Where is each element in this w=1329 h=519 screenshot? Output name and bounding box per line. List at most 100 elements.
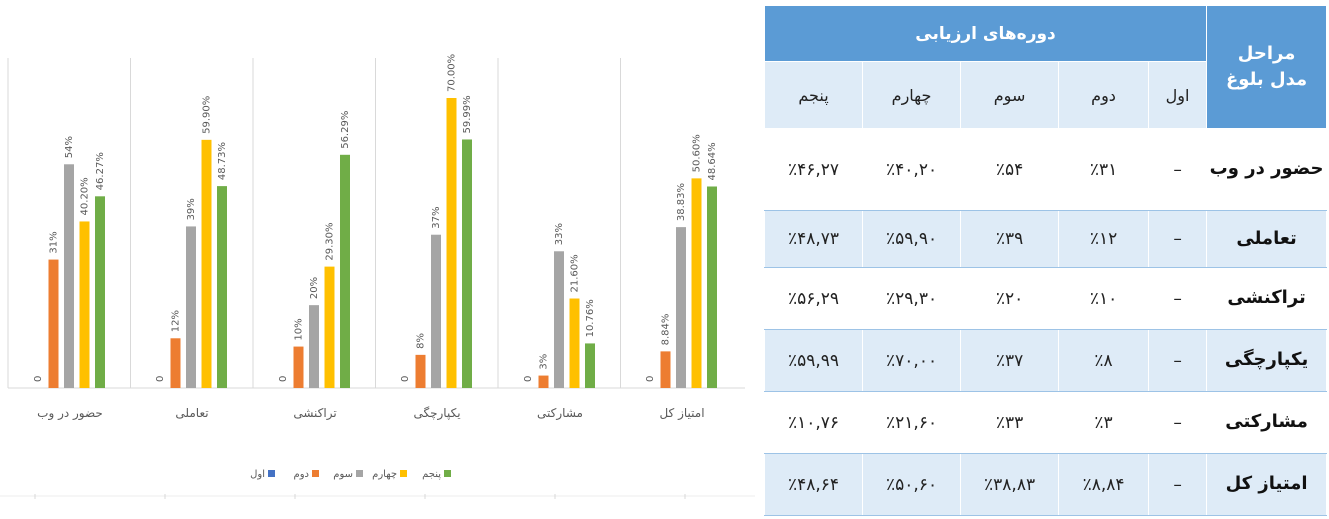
data-label: 12% [171,310,182,332]
category-label: تعاملی [175,406,208,420]
bar [570,299,580,388]
bar [707,186,717,388]
data-label: 10.76% [585,299,596,337]
data-label: 39% [186,198,197,220]
data-label: 3% [539,354,550,370]
row-label: حضور در وب [1207,129,1327,211]
table-cell: ٪۳ [1059,392,1149,454]
table-cell: – [1149,454,1207,516]
data-label: 59.90% [202,96,213,134]
data-label: 48.64% [707,142,718,180]
row-label: تراکنشی [1207,268,1327,330]
table-cell: ٪۴۸,۷۳ [765,211,863,268]
table-cell: ٪۳۷ [961,330,1059,392]
table-cell: ٪۵۹,۹۰ [863,211,961,268]
category-label: مشارکتی [537,406,583,421]
bar [202,140,212,388]
data-label: 20% [309,277,320,299]
category-label: یکپارچگی [413,406,460,421]
table-row: یکپارچگی – ٪۸ ٪۳۷ ٪۷۰,۰۰ ٪۵۹,۹۹ [765,330,1327,392]
bar [340,155,350,388]
table-cell: ٪۲۰ [961,268,1059,330]
bar [171,338,181,388]
table-row: حضور در وب – ٪۳۱ ٪۵۴ ٪۴۰,۲۰ ٪۴۶,۲۷ [765,129,1327,211]
bar [554,251,564,388]
table-cell: ٪۲۱,۶۰ [863,392,961,454]
legend-swatch [312,470,319,477]
bar [64,164,74,388]
row-label: یکپارچگی [1207,330,1327,392]
category-label: امتیاز کل [659,406,704,421]
period-col-1: اول [1149,62,1207,129]
bar [294,347,304,388]
table-cell: ٪۴۶,۲۷ [765,129,863,211]
data-label: 0 [155,376,166,382]
table-cell: ٪۸ [1059,330,1149,392]
legend-swatch [356,470,363,477]
table-row: امتیاز کل – ٪۸,۸۴ ٪۳۸,۸۳ ٪۵۰,۶۰ ٪۴۸,۶۴ [765,454,1327,516]
table-cell: – [1149,268,1207,330]
table-cell: ٪۵۴ [961,129,1059,211]
bar [447,98,457,388]
bar-chart: 0 31% 54% 40.20% 46.27% حضور در وب 0 12% 39% 59.9… [0,0,760,519]
bar [186,226,196,388]
bar [539,376,549,388]
data-label: 56.29% [340,111,351,149]
table-cell: – [1149,211,1207,268]
table-cell: – [1149,392,1207,454]
legend-label: پنجم [422,469,441,480]
data-label: 21.60% [570,254,581,292]
table-cell: ٪۴۸,۶۴ [765,454,863,516]
data-label: 70.00% [447,54,458,92]
stage-header-line-1: مراحل [1207,41,1326,67]
data-label: 8.84% [661,314,672,346]
table-cell: ٪۴۰,۲۰ [863,129,961,211]
stage-header-line-2: مدل بلوغ [1207,67,1326,93]
bar [431,235,441,388]
legend-swatch [400,470,407,477]
table-cell: – [1149,129,1207,211]
period-col-2: دوم [1059,62,1149,129]
table-cell: ٪۷۰,۰۰ [863,330,961,392]
bar [80,221,90,388]
bar [309,305,319,388]
table-cell: ٪۱۲ [1059,211,1149,268]
legend-swatch [444,470,451,477]
bar [416,355,426,388]
data-label: 54% [64,136,75,158]
bar [49,260,59,388]
data-label: 46.27% [95,152,106,190]
legend-swatch [268,470,275,477]
data-label: 10% [294,318,305,340]
legend-label: دوم [294,469,309,480]
legend-label: اول [250,469,265,480]
table-cell: ٪۳۱ [1059,129,1149,211]
data-label: 59.99% [462,95,473,133]
table-row: تعاملی – ٪۱۲ ٪۳۹ ٪۵۹,۹۰ ٪۴۸,۷۳ [765,211,1327,268]
data-label: 0 [523,376,534,382]
data-label: 40.20% [80,177,91,215]
category-label: تراکنشی [293,406,336,421]
maturity-table-container: مراحل مدل بلوغ دوره‌های ارزیابی اول دوم … [764,5,1326,515]
period-col-5: پنجم [765,62,863,129]
bar [325,267,335,388]
table-row: مشارکتی – ٪۳ ٪۳۳ ٪۲۱,۶۰ ٪۱۰,۷۶ [765,392,1327,454]
table-cell: ٪۵۶,۲۹ [765,268,863,330]
row-label: تعاملی [1207,211,1327,268]
bar [217,186,227,388]
category-label: حضور در وب [37,406,103,421]
stage-header: مراحل مدل بلوغ [1207,6,1327,129]
legend-label: چهارم [372,469,397,480]
maturity-table: مراحل مدل بلوغ دوره‌های ارزیابی اول دوم … [764,5,1327,516]
data-label: 0 [400,376,411,382]
data-label: 0 [33,376,44,382]
period-col-4: چهارم [863,62,961,129]
table-cell: ٪۲۹,۳۰ [863,268,961,330]
table-cell: ٪۳۳ [961,392,1059,454]
legend-label: سوم [333,469,353,480]
table-cell: ٪۸,۸۴ [1059,454,1149,516]
data-label: 29.30% [325,222,336,260]
table-cell: ٪۱۰,۷۶ [765,392,863,454]
data-label: 48.73% [217,142,228,180]
table-cell: ٪۳۹ [961,211,1059,268]
